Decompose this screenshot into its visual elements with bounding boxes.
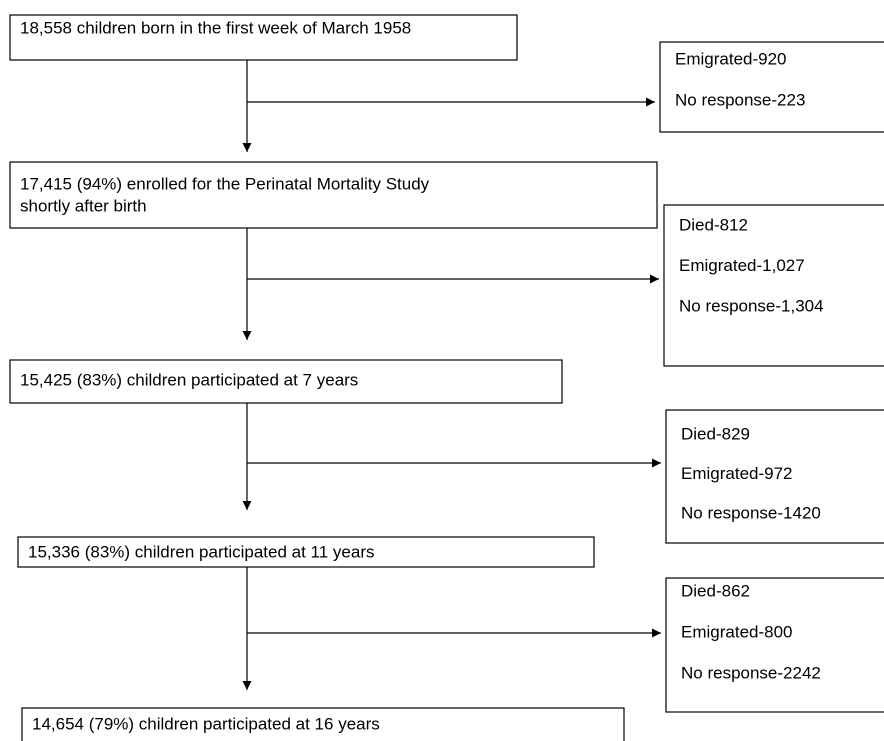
stage-box (9, 14, 518, 61)
stage-text: shortly after birth (20, 196, 147, 215)
exclusion-text: No response-1420 (681, 503, 821, 522)
exclusion-box (659, 41, 884, 133)
exclusion-box (665, 409, 884, 544)
exclusion-text: No response-1,304 (679, 296, 824, 315)
exclusion-box (663, 204, 884, 367)
exclusion-box (665, 577, 884, 713)
exclusion-text: Died-862 (681, 581, 750, 600)
stage-text: 15,425 (83%) children participated at 7 … (20, 370, 358, 389)
stage-text: 17,415 (94%) enrolled for the Perinatal … (20, 174, 430, 193)
exclusion-text: Emigrated-1,027 (679, 256, 805, 275)
exclusion-text: Died-829 (681, 424, 750, 443)
stage-text: 14,654 (79%) children participated at 16… (32, 714, 380, 733)
exclusion-text: Emigrated-920 (675, 49, 787, 68)
stage-box (9, 161, 658, 229)
exclusion-text: No response-2242 (681, 663, 821, 682)
exclusion-text: Emigrated-972 (681, 464, 793, 483)
stage-box (17, 536, 595, 568)
stage-text: 18,558 children born in the first week o… (20, 18, 411, 37)
exclusion-text: Died-812 (679, 215, 748, 234)
exclusion-text: Emigrated-800 (681, 622, 793, 641)
stage-box (9, 359, 563, 404)
stage-text: 15,336 (83%) children participated at 11… (28, 542, 375, 561)
stage-box (21, 707, 625, 741)
exclusion-text: No response-223 (675, 90, 805, 109)
